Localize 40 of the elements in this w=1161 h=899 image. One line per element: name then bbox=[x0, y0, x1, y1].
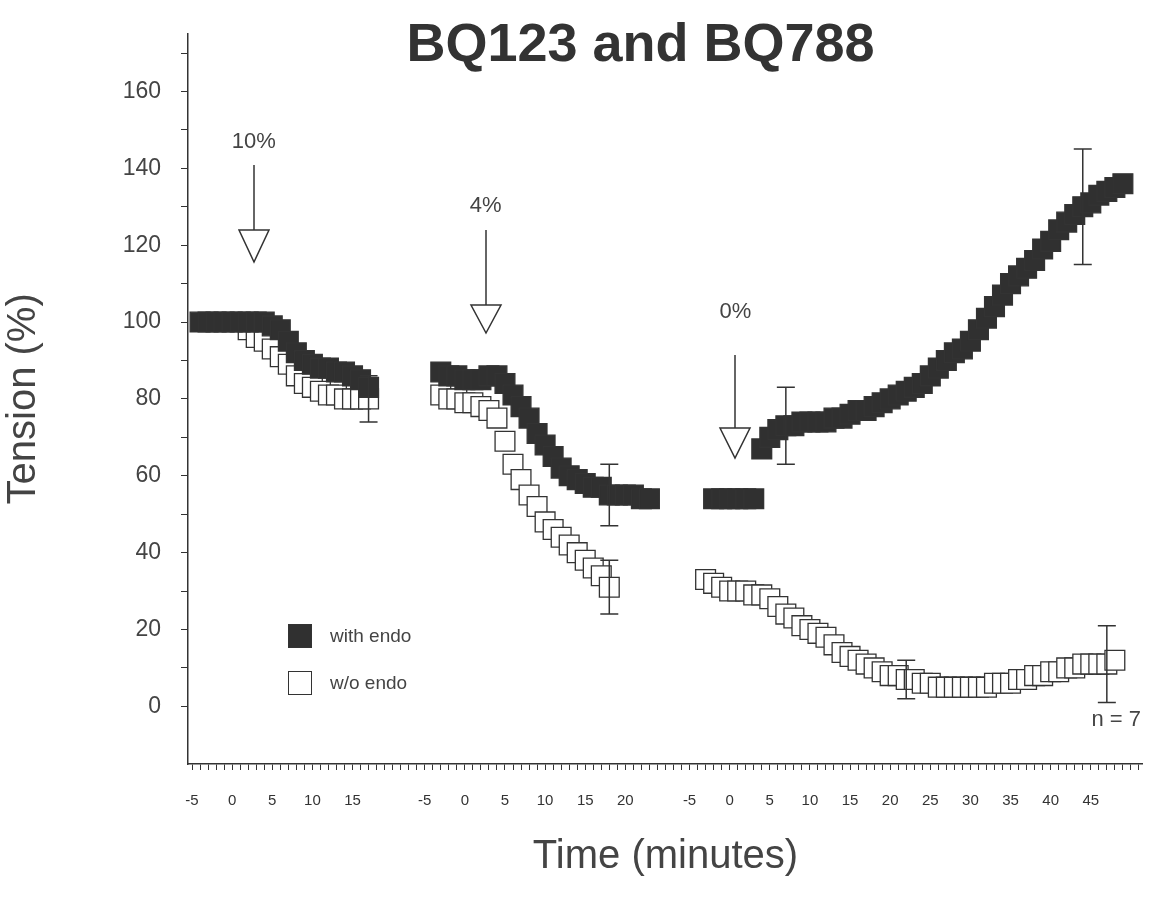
x-tick-label: -5 bbox=[418, 791, 432, 809]
x-tick-label: 5 bbox=[500, 791, 510, 809]
legend-label: with endo bbox=[330, 625, 412, 647]
x-tick-label: 25 bbox=[921, 791, 939, 809]
x-tick-label: 0 bbox=[725, 791, 734, 809]
x-tick-label: 45 bbox=[1082, 791, 1100, 809]
x-tick-label: 5 bbox=[268, 791, 277, 809]
annotation: 0% bbox=[719, 298, 752, 324]
x-tick-label: 0 bbox=[227, 791, 237, 809]
x-tick-label: 40 bbox=[1042, 791, 1060, 809]
x-tick-label: 5 bbox=[765, 791, 774, 809]
x-tick-label: 15 bbox=[344, 791, 361, 809]
y-tick-label: 40 bbox=[135, 537, 161, 564]
x-tick-label: 35 bbox=[1002, 791, 1019, 809]
x-tick-label: 10 bbox=[304, 791, 321, 809]
y-tick-label: 120 bbox=[122, 230, 161, 257]
x-tick-label: 30 bbox=[962, 791, 979, 809]
annotation: n = 7 bbox=[1091, 706, 1141, 732]
x-tick-label: 10 bbox=[536, 791, 554, 809]
x-tick-label: 0 bbox=[460, 791, 470, 809]
x-tick-label: 10 bbox=[801, 791, 819, 809]
legend-label: w/o endo bbox=[330, 672, 408, 694]
x-tick-label: 15 bbox=[841, 791, 859, 809]
y-tick-label: 20 bbox=[135, 614, 161, 641]
annotation: 10% bbox=[231, 128, 276, 154]
y-tick-label: 140 bbox=[122, 153, 161, 180]
y-tick-label: 160 bbox=[122, 76, 161, 103]
y-tick-label: 80 bbox=[135, 384, 161, 411]
x-tick-label: 20 bbox=[881, 791, 899, 809]
y-tick-label: 100 bbox=[122, 307, 161, 334]
x-axis-title: Time (minutes) bbox=[532, 832, 799, 877]
x-tick-label: 20 bbox=[617, 791, 634, 809]
chart-title: BQ123 and BQ788 bbox=[406, 11, 875, 72]
y-axis-title: Tension (%) bbox=[0, 293, 44, 505]
x-tick-label: 15 bbox=[576, 791, 594, 809]
annotation: 4% bbox=[469, 192, 502, 218]
x-tick-label: -5 bbox=[185, 791, 199, 809]
x-tick-label: -5 bbox=[682, 791, 697, 809]
y-tick-label: 0 bbox=[148, 691, 161, 718]
y-tick-label: 60 bbox=[135, 461, 161, 488]
